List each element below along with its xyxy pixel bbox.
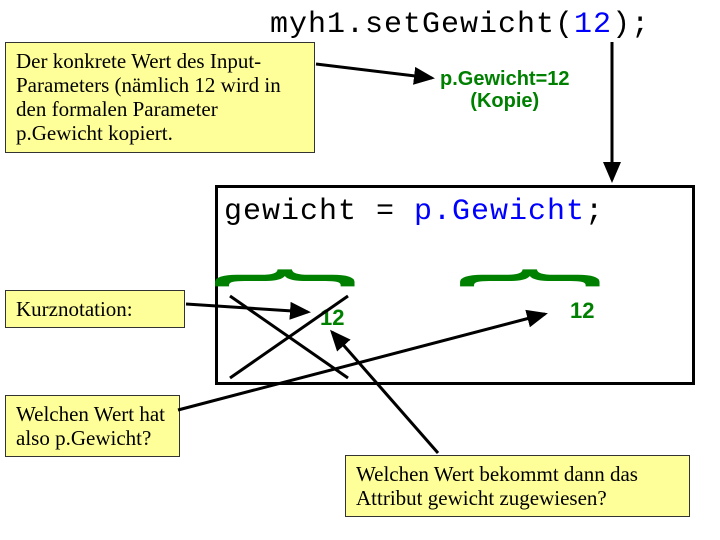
callout-kurznotation: Kurznotation:	[5, 290, 185, 328]
title-arg: 12	[574, 8, 612, 42]
arrow-top-to-annotation	[316, 64, 432, 78]
callout-frage-attribut: Welchen Wert bekommt dann das Attribut g…	[345, 455, 690, 517]
annotation-pgewicht: p.Gewicht=12 (Kopie)	[440, 68, 570, 112]
main-code-var: p.Gewicht	[414, 195, 585, 229]
main-code: gewicht = p.Gewicht;	[224, 195, 604, 229]
callout-kurz-text: Kurznotation:	[16, 297, 133, 321]
main-code-prefix: gewicht =	[224, 195, 414, 229]
callout-frage-pgewicht: Welchen Wert hat also p.Gewicht?	[5, 395, 180, 457]
brace-left-value: 12	[320, 305, 344, 331]
brace-left: {	[210, 269, 383, 288]
title-prefix: myh1.setGewicht(	[270, 8, 574, 42]
brace-right-value: 12	[570, 298, 594, 324]
callout-frage2-text: Welchen Wert bekommt dann das Attribut g…	[356, 462, 638, 510]
title-suffix: );	[612, 8, 650, 42]
callout-frage1-text: Welchen Wert hat also p.Gewicht?	[16, 402, 165, 450]
title-code: myh1.setGewicht(12);	[270, 8, 650, 42]
annotation-line1: p.Gewicht=12	[440, 68, 570, 90]
main-code-suffix: ;	[585, 195, 604, 229]
annotation-line2: (Kopie)	[440, 90, 570, 112]
callout-top: Der konkrete Wert des Input-Parameters (…	[5, 42, 315, 153]
brace-right: {	[455, 269, 628, 288]
callout-top-text: Der konkrete Wert des Input-Parameters (…	[16, 49, 281, 145]
